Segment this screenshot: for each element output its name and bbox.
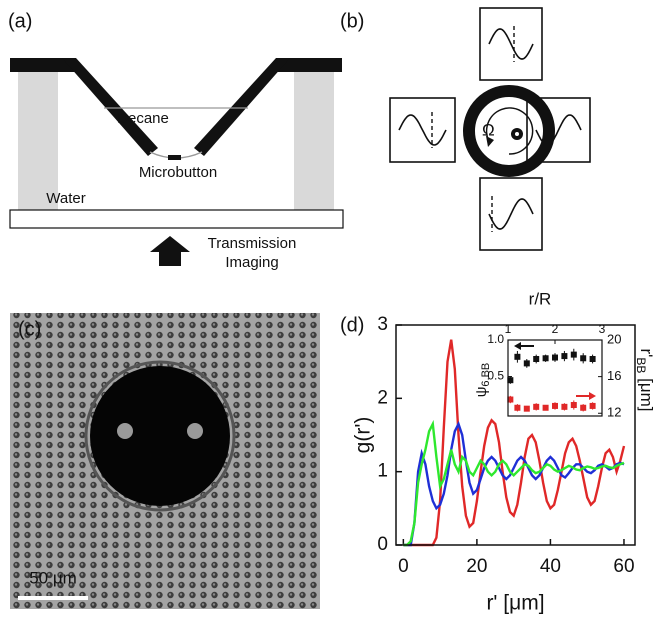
y2-axis-label: r'BB [μm] [634, 348, 656, 411]
inset-frame [507, 339, 603, 417]
label-part: ψ [473, 387, 490, 398]
data-point [514, 353, 521, 360]
data-point [533, 403, 540, 410]
arrow-head [486, 136, 494, 147]
y-tick-label: 1.0 [487, 332, 504, 346]
label-part: [μm] [637, 373, 656, 411]
void [90, 366, 230, 506]
rotation-arrow [485, 107, 534, 155]
data-point [570, 402, 577, 409]
x-tick-label: 1 [505, 322, 512, 336]
sine-wave [488, 198, 534, 230]
data-point [580, 404, 587, 411]
microbutton [187, 423, 203, 439]
panel-label: (c) [18, 318, 41, 340]
x-tick-label: 20 [466, 556, 487, 577]
label: Microbutton [139, 164, 217, 181]
microbutton [117, 423, 133, 439]
data-point [542, 355, 549, 362]
label: Transmission [208, 235, 297, 252]
data-point [507, 396, 514, 403]
y-tick-label: 0 [377, 534, 388, 555]
pillar [18, 72, 58, 210]
label: Decane [117, 110, 169, 127]
data-point [552, 402, 558, 409]
view-box [479, 177, 543, 251]
panel-label: (a) [8, 10, 32, 32]
x-axis-label: r/R [529, 289, 552, 308]
label-part: r' [637, 348, 656, 357]
axis-arrow [514, 342, 534, 350]
data-point [589, 402, 596, 409]
y-tick-label: 1 [377, 461, 388, 482]
x-tick-label: 2 [552, 322, 559, 336]
well-wall [62, 58, 158, 156]
y-axis-label: g(r') [352, 417, 375, 454]
data-point [561, 353, 568, 360]
void-rim [84, 360, 236, 512]
axis-arrow [576, 392, 596, 400]
x-axis-label: r' [μm] [486, 592, 544, 615]
x-tick-label: 60 [613, 556, 634, 577]
data-point [589, 356, 596, 362]
x-tick-label: 40 [540, 556, 561, 577]
data-point [552, 354, 558, 361]
y-tick-label: 2 [377, 387, 388, 408]
support [10, 58, 78, 72]
panel-label: (d) [340, 314, 364, 336]
data-point [542, 404, 549, 411]
substrate [9, 209, 344, 229]
y2-tick-label: 20 [607, 331, 621, 346]
scale-label: 50 μm [29, 568, 77, 587]
arrow [150, 236, 190, 266]
sine-wave [488, 28, 534, 60]
label-subscript: BB [634, 357, 648, 373]
x-tick-label: 3 [599, 322, 606, 336]
well-wall [194, 58, 290, 156]
data-point [523, 360, 530, 367]
y-tick-label: 0.5 [487, 369, 504, 383]
x-tick-label: 0 [398, 556, 409, 577]
y2-tick-label: 12 [607, 405, 621, 420]
data-point [580, 355, 587, 362]
y-tick-label: 3 [377, 314, 388, 335]
y2-tick-label: 16 [607, 368, 621, 383]
data-point [507, 377, 514, 384]
ring [463, 85, 555, 177]
sine-wave [398, 114, 447, 146]
y-axis-label: ψ6,BB [473, 363, 492, 398]
label: Imaging [225, 254, 278, 271]
data-line [403, 420, 625, 547]
data-point [523, 405, 530, 412]
panel-label: (b) [340, 10, 364, 32]
plot-frame [395, 324, 636, 546]
data-point [514, 404, 521, 411]
data-point [533, 356, 540, 362]
omega: Ω [482, 120, 495, 139]
label: Water [46, 190, 85, 207]
label-subscript: 6,BB [480, 363, 492, 387]
pillar [294, 72, 334, 210]
button-core [515, 132, 519, 136]
data-point [561, 403, 568, 410]
data-point [570, 351, 577, 358]
support [274, 58, 342, 72]
microbutton [168, 155, 181, 160]
data-line [403, 419, 625, 547]
